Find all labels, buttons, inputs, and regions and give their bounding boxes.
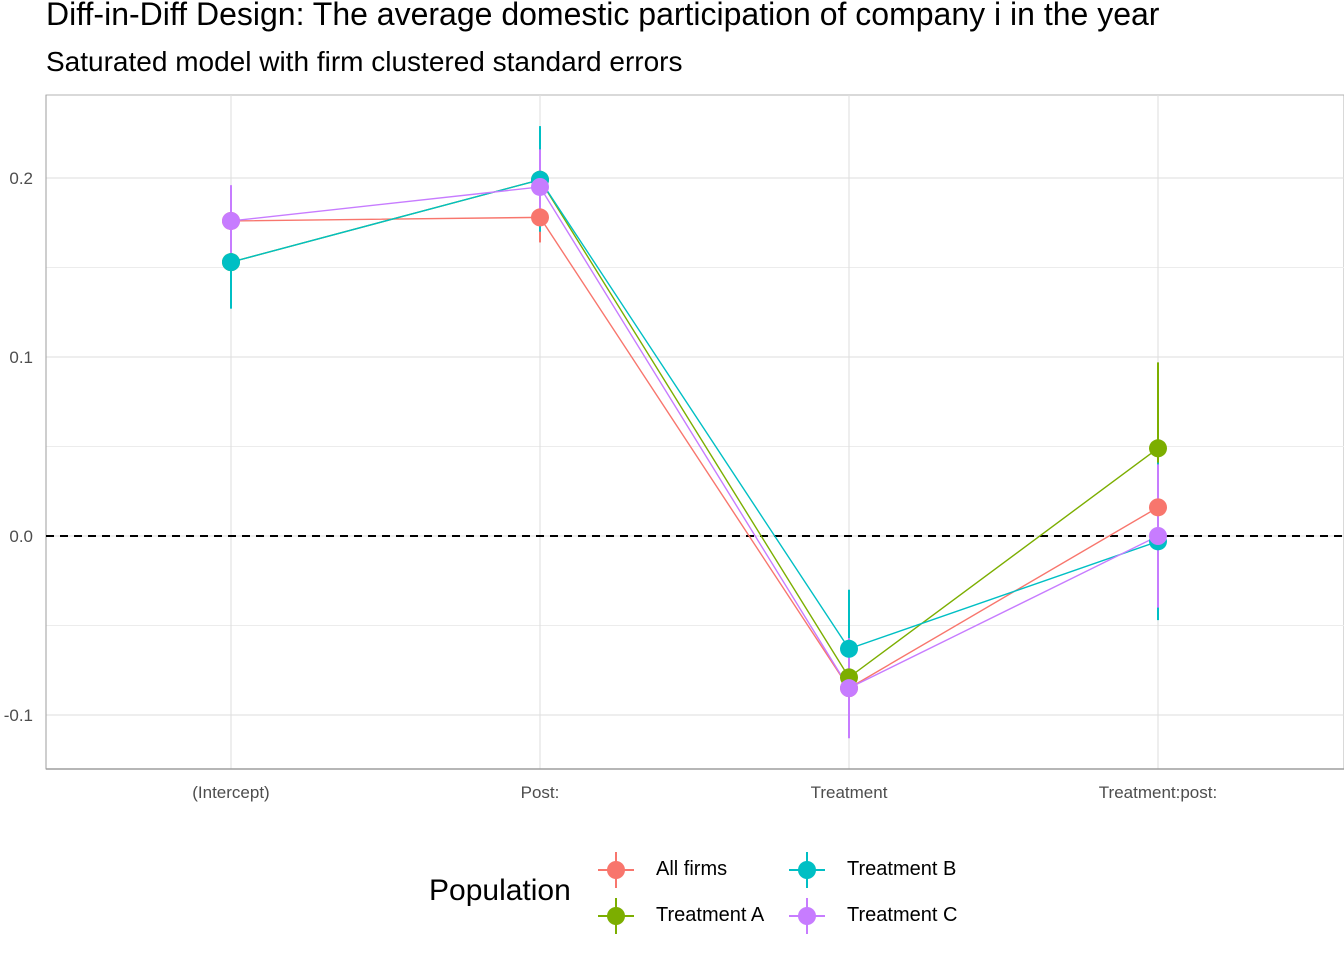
chart-title: Diff-in-Diff Design: The average domesti… (46, 0, 1160, 32)
data-point (531, 208, 549, 227)
data-point (840, 679, 858, 698)
data-point (840, 639, 858, 658)
y-tick-label: 0.1 (9, 348, 33, 367)
data-point (222, 253, 240, 272)
legend-title: Population (429, 874, 571, 907)
panel-border (45, 94, 1344, 770)
data-point (1149, 527, 1167, 545)
data-point (531, 177, 549, 196)
x-tick-label: Treatment (811, 783, 888, 802)
legend-key-icon (598, 898, 634, 934)
data-point (1149, 439, 1167, 458)
series-line (230, 216, 1159, 690)
y-tick-label: 0.2 (9, 169, 33, 188)
legend-label: Treatment C (847, 904, 958, 926)
x-tick-label: Post: (521, 783, 560, 802)
x-tick-label: Treatment:post: (1099, 783, 1217, 802)
chart-subtitle: Saturated model with firm clustered stan… (46, 46, 683, 77)
legend-key-icon (789, 898, 825, 934)
x-tick-label: (Intercept) (192, 783, 269, 802)
legend-key-icon (598, 852, 634, 888)
series-line (230, 186, 1159, 690)
y-tick-label: 0.0 (9, 527, 33, 546)
legend-label: Treatment B (847, 858, 957, 880)
data-point (222, 211, 240, 230)
data-point (1149, 498, 1167, 517)
y-tick-label: -0.1 (4, 706, 33, 725)
legend-label: All firms (656, 858, 728, 880)
series-line (230, 178, 1159, 650)
legend-label: Treatment A (656, 904, 765, 926)
legend-key-icon (789, 852, 825, 888)
